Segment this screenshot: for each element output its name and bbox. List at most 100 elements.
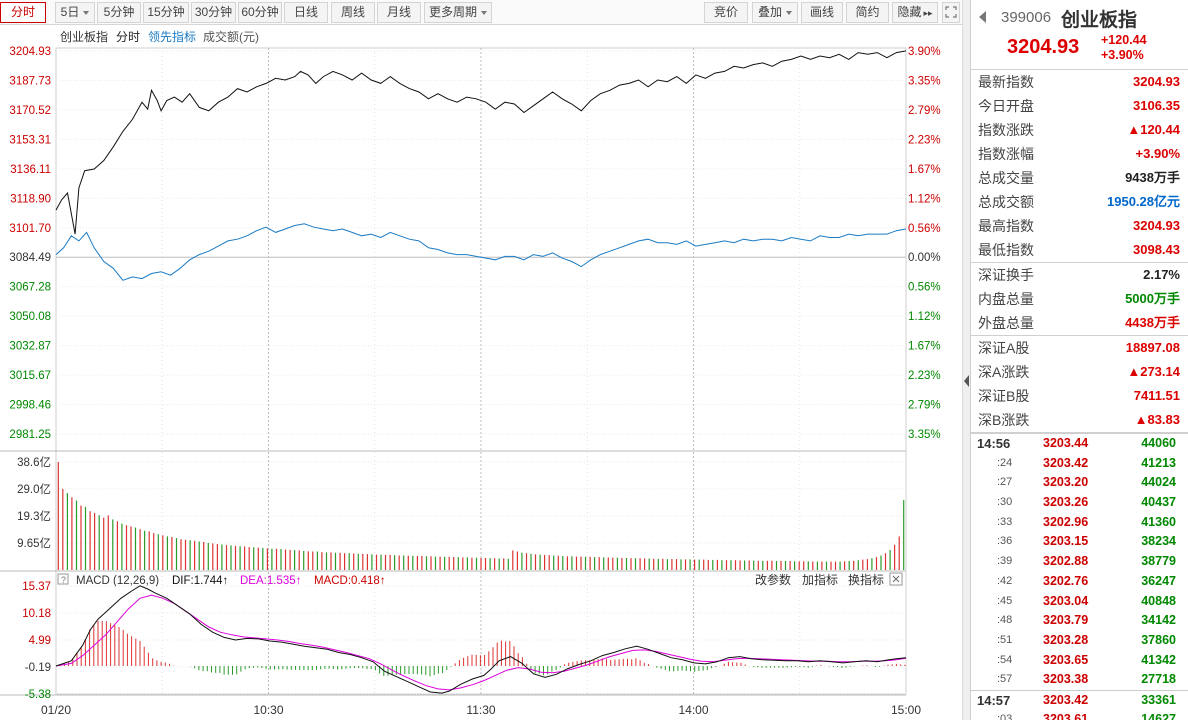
period-tab-label: 日线 — [293, 5, 318, 19]
tick-row: :24 3203.42 41213 — [971, 454, 1188, 474]
pct-tick-label: 3.35% — [908, 429, 941, 441]
stat-value: 2.17% — [1143, 267, 1180, 282]
tick-price: 3203.42 — [1043, 692, 1089, 707]
tick-volume: 41213 — [1141, 455, 1176, 470]
quote-panel: 399006 创业板指 3204.93 +120.44 +3.90% 最新指数 3… — [970, 0, 1188, 720]
chevron-down-icon — [83, 10, 90, 15]
tick-price: 3203.15 — [1043, 534, 1089, 549]
panel-splitter[interactable] — [962, 0, 970, 720]
time-tick-label: 11:30 — [466, 703, 495, 717]
stat-value: 1950.28亿元 — [1107, 194, 1180, 209]
period-tab-label: 周线 — [340, 5, 365, 19]
period-tab-7[interactable]: 周线 — [331, 2, 375, 23]
macd-tick-label: -5.38 — [25, 689, 51, 701]
tick-time: :36 — [997, 535, 1013, 548]
tool-button-1[interactable]: 叠加 — [752, 2, 798, 23]
tick-volume: 36247 — [1141, 573, 1176, 588]
volume-tick-label: 19.3亿 — [17, 510, 51, 523]
macd-dif-value: DIF:1.744↑ — [172, 575, 228, 587]
legend-mode: 分时 — [116, 30, 140, 44]
stat-value: 3098.43 — [1133, 242, 1180, 257]
stock-name: 创业板指 — [1061, 10, 1138, 31]
stat-row: 指数涨跌 ▲120.44 — [971, 118, 1188, 142]
pct-tick-label: 0.00% — [908, 252, 941, 264]
macd-help-icon[interactable] — [57, 573, 69, 585]
tick-row: :54 3203.65 41342 — [971, 651, 1188, 671]
stat-row: 总成交量 9438万手 — [971, 166, 1188, 190]
volume-tick-label: 38.6亿 — [17, 456, 51, 469]
period-tab-4[interactable]: 30分钟 — [191, 2, 236, 23]
period-tab-1[interactable]: 5日 — [55, 2, 95, 23]
macd-dif-line — [55, 585, 907, 694]
collapse-arrow-icon[interactable] — [964, 375, 969, 387]
current-price: 3204.93 — [1007, 36, 1080, 58]
tick-row: :36 3203.15 38234 — [971, 532, 1188, 552]
tool-button-2[interactable]: 画线 — [801, 2, 843, 23]
period-tab-5[interactable]: 60分钟 — [238, 2, 282, 23]
stat-row: 内盘总量 5000万手 — [971, 287, 1188, 311]
macd-title: MACD (12,26,9) — [76, 575, 159, 587]
tick-time: :33 — [997, 515, 1013, 528]
tool-button-label: 竞价 — [713, 5, 738, 19]
stock-code: 399006 — [1001, 9, 1052, 26]
macd-button-1[interactable]: 加指标 — [802, 572, 838, 587]
pct-tick-label: 3.90% — [908, 46, 941, 58]
tool-button-0[interactable]: 竞价 — [704, 2, 748, 23]
tick-price: 3202.88 — [1043, 554, 1089, 569]
price-tick-label: 3067.28 — [9, 282, 51, 294]
chevron-down-icon — [481, 10, 487, 15]
period-tab-2[interactable]: 5分钟 — [97, 2, 141, 23]
stat-label: 最低指数 — [978, 242, 1034, 258]
period-tab-9[interactable]: 更多周期 — [424, 2, 492, 23]
hide-arrows-icon: ▸▸ — [923, 8, 933, 18]
time-tick-label: 01/20 — [41, 703, 71, 717]
period-tab-0[interactable]: 分时 — [0, 2, 46, 23]
stat-label: 总成交量 — [978, 170, 1034, 186]
stat-label: 外盘总量 — [978, 315, 1034, 331]
tick-list[interactable]: 14:56 3203.44 44060:24 3203.42 41213:27 3203.… — [971, 433, 1188, 720]
stat-value: 9438万手 — [1125, 170, 1180, 185]
price-tick-label: 3015.67 — [9, 370, 51, 382]
tick-time: :24 — [997, 456, 1013, 469]
tick-volume: 44024 — [1141, 475, 1176, 490]
macd-dea-line — [55, 594, 907, 691]
tick-volume: 41360 — [1141, 514, 1176, 529]
stat-value: +3.90% — [1135, 146, 1180, 161]
tool-button-label: 画线 — [809, 5, 834, 19]
stat-row: 深A涨跌 ▲273.14 — [971, 360, 1188, 384]
stat-value: ▲120.44 — [1127, 122, 1180, 137]
macd-tick-label: 15.37 — [22, 581, 51, 593]
tick-price: 3203.38 — [1043, 672, 1089, 687]
period-tab-8[interactable]: 月线 — [377, 2, 421, 23]
price-tick-label: 3187.73 — [9, 75, 51, 87]
pct-tick-label: 1.12% — [908, 311, 941, 323]
stat-row: 总成交额 1950.28亿元 — [971, 190, 1188, 214]
tick-time: :54 — [997, 653, 1013, 666]
stat-row: 外盘总量 4438万手 — [971, 311, 1188, 335]
stat-label: 指数涨幅 — [978, 146, 1034, 162]
change-value: +120.44 — [1101, 33, 1147, 47]
period-tab-6[interactable]: 日线 — [284, 2, 328, 23]
tick-price: 3202.76 — [1043, 573, 1089, 588]
macd-button-2[interactable]: 换指标 — [848, 572, 884, 587]
pct-tick-label: 2.79% — [908, 105, 941, 117]
macd-tick-label: -0.19 — [25, 662, 51, 674]
tick-row: 14:57 3203.42 33361 — [971, 689, 1188, 710]
expand-icon[interactable] — [942, 2, 960, 23]
tick-volume: 37860 — [1141, 632, 1176, 647]
tick-time: :27 — [997, 476, 1013, 489]
tool-button-3[interactable]: 简约 — [846, 2, 889, 23]
macd-button-0[interactable]: 改参数 — [755, 572, 791, 587]
pct-tick-label: 1.12% — [908, 193, 941, 205]
prev-stock-arrow-icon[interactable] — [979, 11, 986, 23]
period-tab-3[interactable]: 15分钟 — [143, 2, 189, 23]
time-tick-label: 10:30 — [253, 703, 283, 717]
pct-tick-label: 1.67% — [908, 164, 941, 176]
price-tick-label: 3101.70 — [9, 223, 51, 235]
tool-button-4[interactable]: 隐藏 ▸▸ — [892, 2, 938, 23]
price-tick-label: 3118.90 — [10, 193, 51, 205]
price-tick-label: 3084.49 — [9, 252, 51, 264]
legend-lead: 领先指标 — [148, 29, 196, 44]
tick-row: :42 3202.76 36247 — [971, 572, 1188, 592]
